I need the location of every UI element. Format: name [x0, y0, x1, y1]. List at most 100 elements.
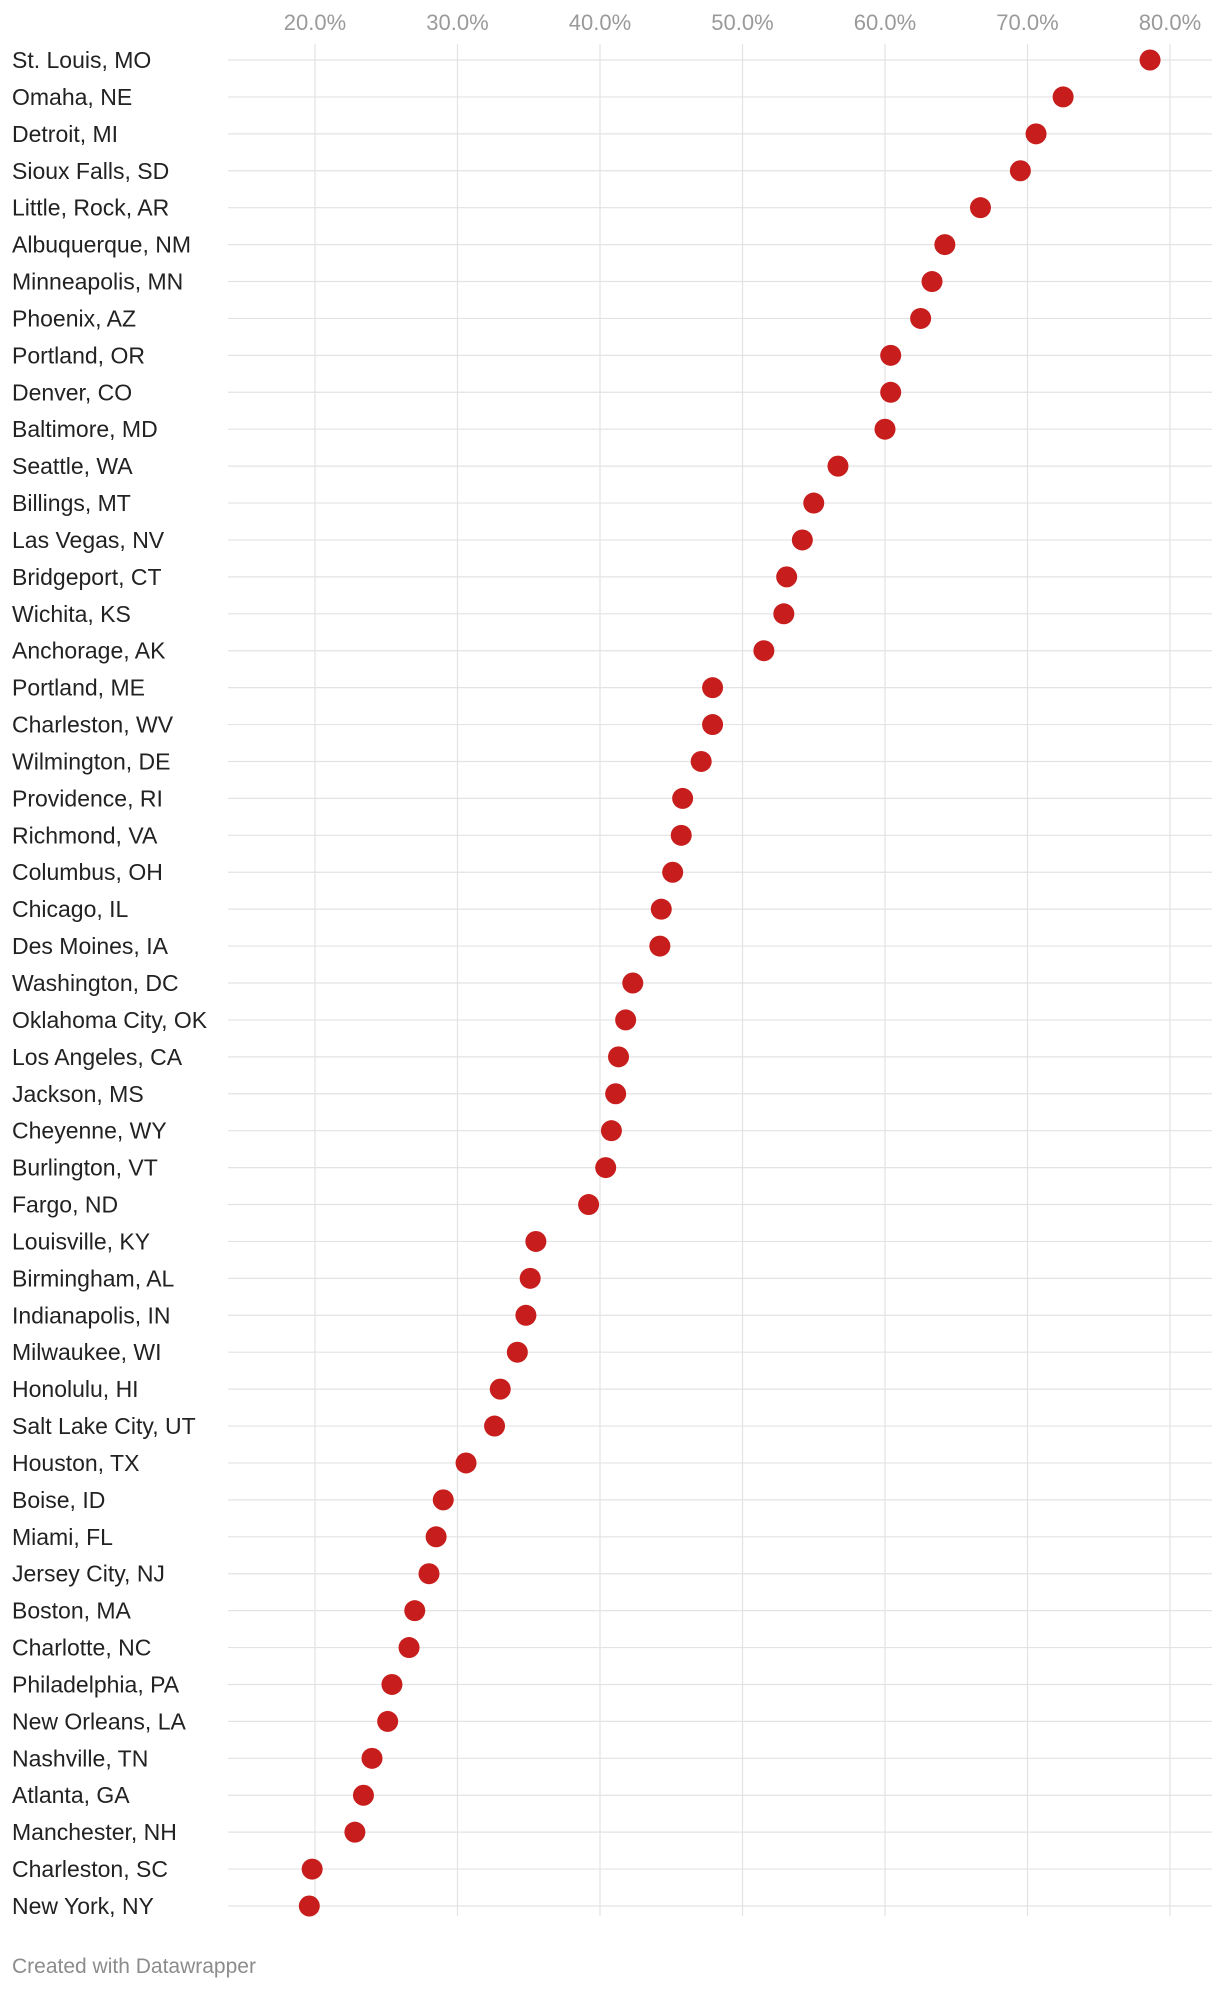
category-label: Las Vegas, NV [12, 527, 165, 553]
data-point [934, 234, 956, 256]
data-point [874, 418, 896, 440]
data-point [515, 1304, 537, 1326]
data-point [791, 529, 813, 551]
category-label: Minneapolis, MN [12, 269, 183, 295]
category-label: Milwaukee, WI [12, 1339, 162, 1365]
x-tick-label: 20.0% [284, 10, 346, 35]
category-label: Sioux Falls, SD [12, 158, 169, 184]
data-point [525, 1230, 547, 1252]
data-point [921, 271, 943, 293]
data-point [605, 1083, 627, 1105]
category-label: Columbus, OH [12, 859, 163, 885]
data-point [489, 1378, 511, 1400]
data-point [361, 1747, 383, 1769]
datawrapper-credit[interactable]: Created with Datawrapper [12, 1955, 256, 1978]
data-point [622, 972, 644, 994]
data-point [880, 381, 902, 403]
category-label: Honolulu, HI [12, 1376, 139, 1402]
category-label: Miami, FL [12, 1524, 113, 1550]
x-tick-label: 80.0% [1139, 10, 1201, 35]
x-axis-tick-labels: 20.0% 30.0% 40.0% 50.0% 60.0% 70.0% 80.0% [284, 10, 1201, 35]
category-label: New York, NY [12, 1893, 154, 1919]
data-point [803, 492, 825, 514]
data-point [455, 1452, 477, 1474]
data-point [910, 307, 932, 329]
data-point [578, 1194, 600, 1216]
data-point [650, 898, 672, 920]
category-label: Denver, CO [12, 379, 132, 405]
data-point [615, 1009, 637, 1031]
category-label: Atlanta, GA [12, 1782, 130, 1808]
category-label: Oklahoma City, OK [12, 1007, 208, 1033]
data-point [298, 1895, 320, 1917]
category-label: Burlington, VT [12, 1155, 158, 1181]
category-label: Des Moines, IA [12, 933, 169, 959]
x-tick-label: 50.0% [711, 10, 773, 35]
data-point [608, 1046, 630, 1068]
data-point [690, 750, 712, 772]
category-label: Charleston, WV [12, 712, 174, 738]
data-point [398, 1637, 420, 1659]
data-point [352, 1784, 374, 1806]
category-label: Cheyenne, WY [12, 1118, 167, 1144]
category-label: Salt Lake City, UT [12, 1413, 196, 1439]
data-point [506, 1341, 528, 1363]
x-tick-label: 70.0% [996, 10, 1058, 35]
data-point [670, 824, 692, 846]
category-label: Providence, RI [12, 785, 163, 811]
data-point [1052, 86, 1074, 108]
category-label: Chicago, IL [12, 896, 129, 922]
horizontal-gridlines [228, 59, 1212, 1907]
category-label: Manchester, NH [12, 1819, 177, 1845]
category-label: Omaha, NE [12, 84, 132, 110]
data-point [301, 1858, 323, 1880]
category-label: Washington, DC [12, 970, 179, 996]
data-point [702, 714, 724, 736]
category-label: Charleston, SC [12, 1856, 168, 1882]
data-point [672, 787, 694, 809]
category-label: Indianapolis, IN [12, 1302, 171, 1328]
data-points [298, 49, 1161, 1917]
data-point [432, 1489, 454, 1511]
category-label: Wichita, KS [12, 601, 131, 627]
category-label: Bridgeport, CT [12, 564, 162, 590]
vertical-gridlines [314, 44, 1171, 1916]
category-label: Baltimore, MD [12, 416, 158, 442]
category-label: Wilmington, DE [12, 748, 170, 774]
data-point [381, 1673, 403, 1695]
category-label: Charlotte, NC [12, 1635, 151, 1661]
x-tick-label: 30.0% [426, 10, 488, 35]
category-label: Houston, TX [12, 1450, 139, 1476]
category-label: Boise, ID [12, 1487, 105, 1513]
category-label: Richmond, VA [12, 822, 158, 848]
category-label: Boston, MA [12, 1598, 132, 1624]
category-label: Portland, ME [12, 675, 145, 701]
x-tick-label: 60.0% [854, 10, 916, 35]
category-label: Philadelphia, PA [12, 1671, 180, 1697]
data-point [600, 1120, 622, 1142]
category-label: Anchorage, AK [12, 638, 166, 664]
category-label: Jackson, MS [12, 1081, 144, 1107]
data-point [418, 1563, 440, 1585]
data-point [969, 197, 991, 219]
category-label: Louisville, KY [12, 1228, 150, 1254]
category-label: New Orleans, LA [12, 1708, 187, 1734]
data-point [404, 1600, 426, 1622]
category-label: Fargo, ND [12, 1192, 118, 1218]
data-point [377, 1710, 399, 1732]
category-label: Los Angeles, CA [12, 1044, 183, 1070]
data-point [880, 344, 902, 366]
category-label: Albuquerque, NM [12, 232, 191, 258]
data-point [425, 1526, 447, 1548]
data-point [773, 603, 795, 625]
category-label: St. Louis, MO [12, 47, 151, 73]
data-point [1139, 49, 1161, 71]
data-point [1009, 160, 1031, 182]
category-label: Nashville, TN [12, 1745, 148, 1771]
category-label: Billings, MT [12, 490, 131, 516]
category-label: Detroit, MI [12, 121, 118, 147]
category-label: Little, Rock, AR [12, 195, 169, 221]
data-point [702, 677, 724, 699]
data-point [595, 1157, 617, 1179]
